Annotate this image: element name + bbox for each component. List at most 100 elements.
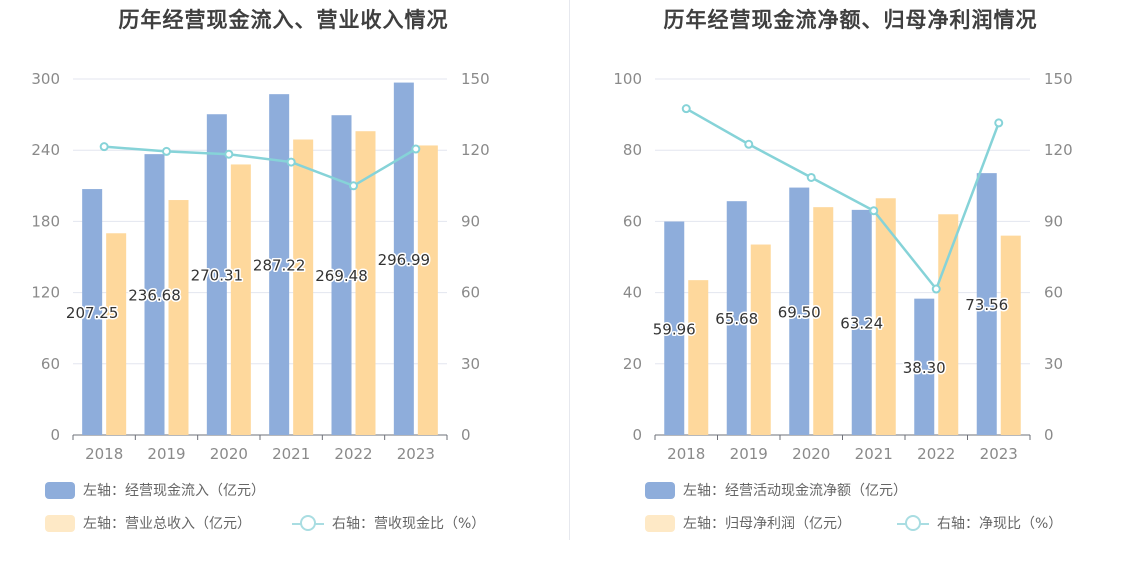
right-axis-tick-label: 150 xyxy=(1044,70,1073,88)
line-point xyxy=(224,149,234,159)
right-axis-tick-label: 60 xyxy=(461,284,480,302)
bar-series2 xyxy=(688,280,709,435)
left-legend-line[interactable]: 右轴：营收现金比（%） xyxy=(292,513,485,533)
right-axis-tick-label: 0 xyxy=(1044,426,1054,444)
right-legend-bar2[interactable]: 左轴：归母净利润（亿元） xyxy=(645,513,851,533)
bar-series1 xyxy=(82,189,103,435)
bar-series2 xyxy=(230,164,251,435)
left-legend-bar2[interactable]: 左轴：营业总收入（亿元） xyxy=(45,513,251,533)
left-axis-tick-label: 180 xyxy=(31,212,60,230)
left-axis-tick-label: 100 xyxy=(613,70,642,88)
bar-series2 xyxy=(293,139,314,435)
line-point xyxy=(931,284,941,294)
right-legend-bar1[interactable]: 左轴：经营活动现金流净额（亿元） xyxy=(645,480,907,500)
right-axis-tick-label: 60 xyxy=(1044,284,1063,302)
legend-bar1-swatch xyxy=(645,481,675,499)
x-axis-tick-label: 2023 xyxy=(980,445,1018,463)
line-series xyxy=(685,107,1000,292)
legend-line-swatch xyxy=(292,514,324,532)
panel-divider xyxy=(569,0,570,540)
line-point xyxy=(869,206,879,216)
bar-data-label: 236.68 xyxy=(128,287,181,305)
x-axis-tick-label: 2020 xyxy=(210,445,248,463)
left-chart-panel: 历年经营现金流入、营业收入情况 0 60 120 180 240 300 0 30 60 90 12… xyxy=(31,8,490,533)
line-point xyxy=(286,157,296,167)
line-point xyxy=(806,172,816,182)
legend-bar2-swatch xyxy=(45,514,75,532)
right-chart-panel: 历年经营现金流净额、归母净利润情况 0 20 40 60 80 100 0 30 60 90 120… xyxy=(567,0,1134,582)
bar-data-label: 59.96 xyxy=(653,320,696,338)
x-axis-tick-label: 2023 xyxy=(397,445,435,463)
line-point xyxy=(349,181,358,191)
legend-line-swatch xyxy=(897,514,929,532)
x-axis-tick-label: 2021 xyxy=(272,445,310,463)
x-axis-tick-label: 2019 xyxy=(147,445,185,463)
bar-series2 xyxy=(1000,235,1021,435)
left-axis-tick-label: 0 xyxy=(50,426,60,444)
left-axis-tick-label: 300 xyxy=(31,70,60,88)
right-legend-line[interactable]: 右轴：净现比（%） xyxy=(897,513,1062,533)
legend-bar1-swatch xyxy=(45,481,75,499)
legend-line-label: 右轴：营收现金比（%） xyxy=(332,516,486,532)
left-axis-tick-label: 80 xyxy=(623,141,642,159)
bar-series2 xyxy=(106,233,127,435)
bar-data-label: 73.56 xyxy=(965,296,1008,314)
bar-series1 xyxy=(269,94,290,436)
left-axis-tick-label: 40 xyxy=(623,284,642,302)
left-axis-tick-label: 20 xyxy=(623,355,642,373)
bar-series1 xyxy=(726,201,747,435)
bar-data-label: 296.99 xyxy=(378,251,431,269)
bar-data-label: 269.48 xyxy=(315,267,368,285)
bar-series1 xyxy=(976,173,997,435)
left-legend-bar1[interactable]: 左轴：经营现金流入（亿元） xyxy=(45,480,265,500)
right-chart-title: 历年经营现金流净额、归母净利润情况 xyxy=(663,8,1038,32)
left-axis-tick-label: 0 xyxy=(632,426,642,444)
left-axis-tick-label: 240 xyxy=(31,141,60,159)
bar-data-label: 287.22 xyxy=(253,257,306,275)
x-axis-tick-label: 2021 xyxy=(855,445,893,463)
x-axis-tick-label: 2022 xyxy=(917,445,955,463)
line-point xyxy=(744,139,754,149)
legend-bar1-label: 左轴：经营活动现金流净额（亿元） xyxy=(683,483,907,499)
line-point xyxy=(411,144,421,154)
bar-series2 xyxy=(168,200,189,435)
legend-bar2-label: 左轴：归母净利润（亿元） xyxy=(683,516,851,532)
bar-series1 xyxy=(144,154,165,435)
x-axis-tick-label: 2020 xyxy=(792,445,830,463)
x-axis-tick-label: 2018 xyxy=(85,445,123,463)
right-axis-tick-label: 30 xyxy=(461,355,480,373)
right-chart-svg: 0 20 40 60 80 100 0 30 60 90 120 150 2018 2019 2020 202… xyxy=(613,70,1073,463)
bar-series1 xyxy=(393,82,414,435)
right-axis-tick-label: 150 xyxy=(461,70,490,88)
bar-data-label: 63.24 xyxy=(840,314,883,332)
bar-data-label: 38.30 xyxy=(903,359,946,377)
left-chart-title: 历年经营现金流入、营业收入情况 xyxy=(118,8,449,32)
left-chart-svg: 0 60 120 180 240 300 0 30 60 90 120 150 2018 2019 2020… xyxy=(31,70,490,463)
bar-series1 xyxy=(331,115,352,435)
bar-series1 xyxy=(206,114,227,436)
bar-series1 xyxy=(851,209,872,435)
bar-series2 xyxy=(875,198,896,435)
right-axis-tick-label: 120 xyxy=(1044,141,1073,159)
bar-data-label: 65.68 xyxy=(715,310,758,328)
bar-series1 xyxy=(914,298,935,435)
left-axis-tick-label: 120 xyxy=(31,284,60,302)
right-axis-tick-label: 30 xyxy=(1044,355,1063,373)
legend-line-label: 右轴：净现比（%） xyxy=(937,516,1063,532)
right-axis-tick-label: 90 xyxy=(1044,212,1063,230)
line-point xyxy=(99,142,109,152)
right-axis-tick-label: 90 xyxy=(461,212,480,230)
bar-data-label: 207.25 xyxy=(66,304,119,322)
bar-series2 xyxy=(750,244,771,435)
bar-series1 xyxy=(664,221,685,435)
legend-bar2-label: 左轴：营业总收入（亿元） xyxy=(83,516,251,532)
bar-series2 xyxy=(938,214,959,435)
bar-series2 xyxy=(417,145,438,435)
right-axis-tick-label: 120 xyxy=(461,141,490,159)
bar-series1 xyxy=(789,187,810,435)
left-axis-tick-label: 60 xyxy=(41,355,60,373)
legend-bar2-swatch xyxy=(645,514,675,532)
bar-data-label: 69.50 xyxy=(778,303,821,321)
line-series xyxy=(104,145,417,188)
x-axis-tick-label: 2019 xyxy=(730,445,768,463)
